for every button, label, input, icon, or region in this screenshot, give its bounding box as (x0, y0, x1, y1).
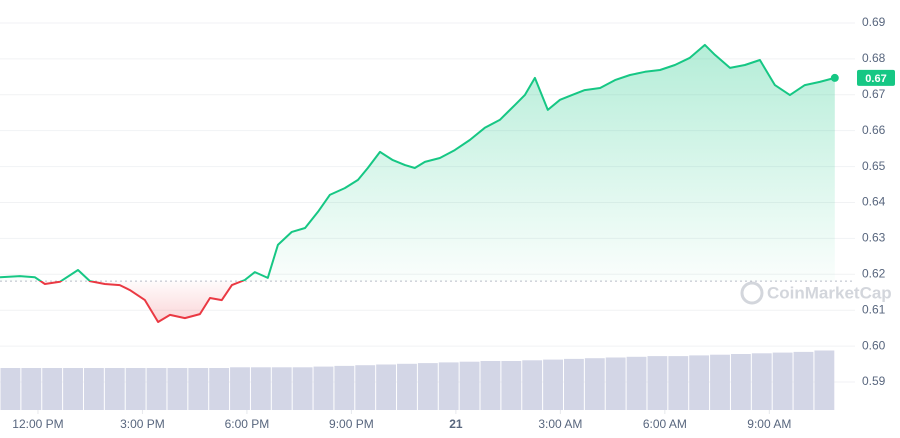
volume-bar (209, 368, 230, 410)
y-tick-label: 0.64 (862, 195, 886, 209)
volume-bar (0, 368, 21, 410)
volume-bar (334, 365, 355, 410)
y-tick-label: 0.60 (862, 338, 886, 352)
volume-bar (710, 354, 730, 410)
last-point (830, 73, 839, 82)
volume-bar (376, 364, 397, 410)
volume-bar (814, 350, 835, 410)
watermark-text: CoinMarketCap (767, 283, 892, 302)
volume-bar (730, 354, 751, 410)
volume-bar (501, 361, 522, 410)
x-tick-label: 3:00 PM (120, 417, 165, 431)
y-tick-label: 0.63 (862, 231, 886, 245)
y-tick-label: 0.67 (862, 87, 886, 101)
x-tick-label: 3:00 AM (538, 417, 582, 431)
volume-bar (63, 368, 83, 410)
volume-bar (793, 351, 814, 410)
price-line (0, 43, 836, 323)
volume-bar (480, 361, 501, 410)
volume-bar (355, 365, 376, 410)
x-tick-label: 21 (449, 417, 463, 431)
volume-bar (647, 356, 668, 410)
y-tick-label: 0.69 (862, 15, 886, 29)
watermark-logo (740, 281, 764, 305)
volume-bar (125, 368, 146, 410)
volume-bar (668, 356, 689, 410)
volume-bar (689, 355, 710, 410)
x-tick-label: 6:00 AM (643, 417, 687, 431)
volume-bar (188, 368, 209, 410)
volume-bar (626, 356, 647, 410)
volume-bar (751, 353, 772, 410)
volume-bar (563, 358, 584, 410)
price-area (0, 44, 835, 323)
volume-bar (313, 366, 334, 410)
y-tick-label: 0.61 (862, 302, 886, 316)
y-tick-label: 0.62 (862, 266, 886, 280)
volume-bar (292, 367, 313, 410)
x-tick-label: 9:00 PM (329, 417, 374, 431)
volume-bar (230, 367, 250, 410)
volume-bar (21, 368, 42, 410)
volume-bar (104, 368, 125, 410)
volume-bar (522, 360, 543, 410)
volume-bar (772, 352, 793, 410)
x-tick-label: 9:00 AM (747, 417, 791, 431)
volume-bar (459, 361, 480, 410)
y-tick-label: 0.68 (862, 51, 886, 65)
volume-bar (42, 368, 63, 410)
volume-bar (438, 362, 459, 410)
volume-bar (250, 367, 271, 410)
y-tick-label: 0.66 (862, 123, 886, 137)
y-tick-label: 0.59 (862, 374, 886, 388)
volume-bar (605, 357, 626, 410)
price-tag (857, 69, 895, 86)
volume-bar (397, 363, 417, 410)
x-tick-label: 6:00 PM (225, 417, 270, 431)
volume-bar (543, 359, 563, 410)
watermark: CoinMarketCap (740, 281, 892, 305)
x-tick-label: 12:00 PM (12, 417, 63, 431)
volume-bar (83, 368, 104, 410)
volume-bar (417, 363, 438, 410)
volume-bar (167, 368, 188, 410)
volume-bar (271, 367, 292, 410)
price-tag-label: 0.67 (865, 73, 886, 85)
volume-bar (146, 368, 167, 410)
volume-bar (584, 358, 605, 410)
y-tick-label: 0.65 (862, 159, 886, 173)
